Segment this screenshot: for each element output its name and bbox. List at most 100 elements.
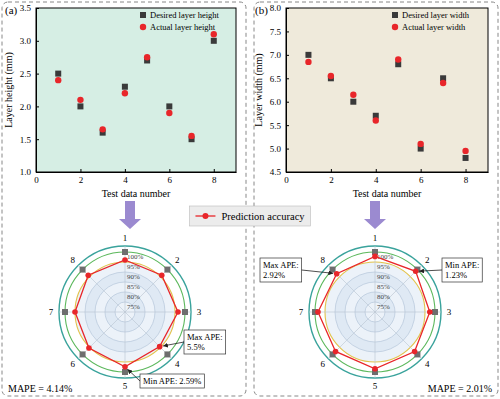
point (122, 369, 128, 375)
legend-symbol (392, 12, 398, 18)
legend-box (189, 206, 310, 226)
tick-label: 6 (419, 175, 424, 185)
annotation-box (184, 330, 226, 354)
category-label: 3 (447, 307, 452, 317)
category-label: 4 (425, 359, 430, 369)
point (122, 364, 128, 370)
spoke (78, 265, 125, 312)
legend: Desired layer widthActual layer width (392, 10, 470, 32)
spoke (78, 312, 125, 359)
point (432, 309, 438, 315)
point (166, 103, 172, 109)
point (412, 349, 418, 355)
point (440, 80, 446, 86)
tick: 6 (419, 169, 424, 185)
legend-label: Actual layer height (150, 22, 216, 32)
category-label: 8 (320, 255, 325, 265)
tick-label: 2 (329, 175, 334, 185)
tick-label: 90% (127, 273, 140, 281)
legend-symbol (140, 12, 146, 18)
tick: 2 (79, 169, 84, 185)
category-label: 5 (123, 381, 128, 391)
point (211, 31, 217, 37)
point (417, 141, 423, 147)
category-label: 6 (70, 359, 75, 369)
point (334, 271, 340, 277)
point (373, 117, 379, 123)
panel-label: (b) (255, 4, 268, 17)
annotation: Min APE:1.23% (419, 258, 482, 282)
radar-chart: 75%80%85%90%95%100%12345678 (49, 233, 202, 391)
tick-label: 4.5 (270, 167, 282, 177)
category-label: 7 (299, 307, 304, 317)
category-label: 7 (49, 307, 54, 317)
tick: 4 (374, 169, 379, 185)
marks (305, 52, 469, 161)
point (305, 52, 311, 58)
annotation-arrow (419, 270, 442, 271)
point (395, 56, 401, 62)
spoke (125, 265, 172, 312)
point (85, 272, 91, 278)
x-axis: 02468 (34, 169, 236, 185)
tick-label: 1.0 (20, 167, 32, 177)
tick: 4 (123, 169, 128, 185)
annotation-arrow (302, 270, 334, 273)
point (77, 103, 83, 109)
point (427, 309, 433, 315)
legend-label: Desired layer height (150, 10, 220, 20)
marks (62, 249, 188, 375)
point (315, 309, 321, 315)
point (72, 309, 78, 315)
radar-chart: 75%80%85%90%95%100%12345678 (299, 233, 452, 391)
tick-label: 8.0 (270, 3, 282, 13)
point (122, 249, 128, 255)
panel-border (2, 2, 246, 396)
figure: 024681.01.52.02.53.03.5(a)Test data numb… (0, 0, 500, 399)
tick-label: 6 (168, 175, 173, 185)
y-axis-title: Layer width (mm) (253, 53, 265, 126)
annotation-text: Min APE: 2.59% (143, 376, 201, 386)
point (77, 97, 83, 103)
tick-label: 7.5 (270, 27, 282, 37)
spoke (125, 312, 172, 359)
series-line (75, 260, 178, 367)
point (305, 59, 311, 65)
spoke (59, 312, 125, 313)
annotation-text: 5.5% (187, 342, 205, 352)
tick-label: 75% (127, 303, 140, 311)
annotation-box (140, 374, 204, 388)
tick-label: 0 (284, 175, 289, 185)
legend: Prediction accuracy (189, 206, 310, 226)
point (188, 133, 194, 139)
plot-background (36, 8, 236, 172)
point (182, 309, 188, 315)
point (211, 38, 217, 44)
tick: 6 (168, 169, 173, 185)
flow-arrow (364, 201, 386, 229)
tick-label: 80% (127, 293, 140, 301)
annotation-box (260, 258, 302, 282)
point (157, 344, 163, 350)
tick-label: 5.0 (270, 144, 282, 154)
tick-label: 95% (377, 263, 390, 271)
radar-frame (59, 246, 191, 378)
tick: 2 (329, 169, 334, 185)
panel-border (254, 2, 498, 396)
category-label: 4 (175, 359, 180, 369)
category-label: 5 (373, 381, 378, 391)
legend-symbol (392, 24, 398, 30)
annotation: Max APE:5.5% (163, 330, 226, 354)
point (166, 110, 172, 116)
tick-label: 2 (79, 175, 84, 185)
point (122, 84, 128, 90)
tick-label: 85% (377, 283, 390, 291)
annotation-box (442, 258, 482, 282)
spoke (375, 312, 422, 359)
category-label: 2 (425, 255, 430, 265)
category-label: 8 (70, 255, 75, 265)
category-label: 3 (197, 307, 202, 317)
point (372, 254, 378, 260)
point (333, 349, 339, 355)
series-line (318, 256, 430, 368)
